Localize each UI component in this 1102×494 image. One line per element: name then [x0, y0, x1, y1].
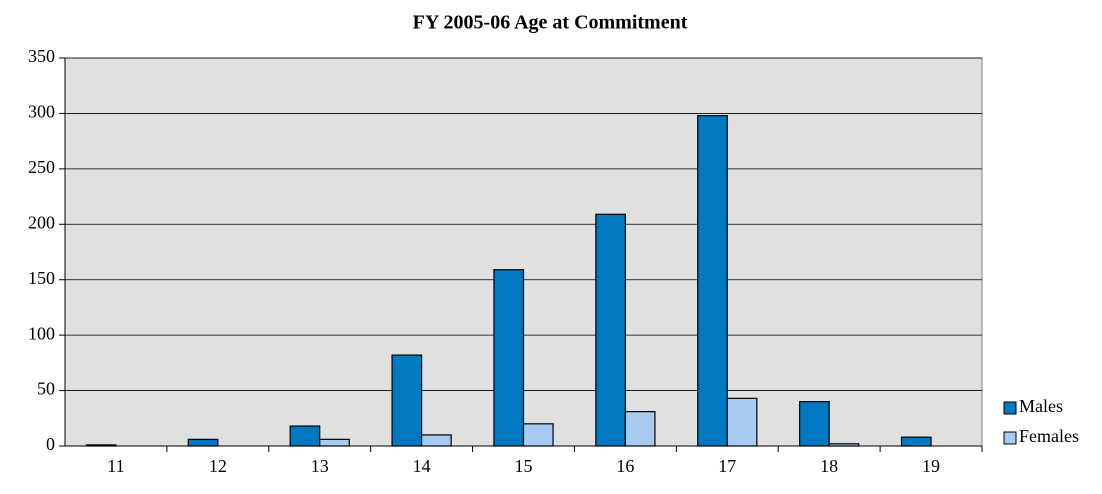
legend-swatch — [1003, 431, 1017, 445]
x-tick-label: 18 — [820, 456, 838, 476]
bar — [391, 354, 423, 447]
legend-label: Males — [1019, 396, 1063, 416]
x-tick-label: 17 — [718, 456, 736, 476]
bar — [289, 425, 321, 447]
bar — [522, 423, 554, 447]
bar — [187, 438, 219, 447]
y-tick-label: 0 — [46, 434, 55, 454]
bar — [900, 436, 932, 447]
y-tick-label: 250 — [28, 157, 55, 177]
y-tick-label: 150 — [28, 268, 55, 288]
x-tick-label: 16 — [616, 456, 634, 476]
bar — [319, 438, 350, 447]
bar — [85, 444, 117, 447]
legend-swatch — [1003, 401, 1017, 415]
x-tick-label: 14 — [413, 456, 431, 476]
y-tick-label: 350 — [28, 46, 55, 66]
bar — [624, 411, 656, 447]
x-tick-label: 13 — [311, 456, 329, 476]
chart-title: FY 2005-06 Age at Commitment — [413, 12, 688, 34]
bar — [828, 443, 860, 447]
bar — [421, 434, 452, 447]
bar — [799, 401, 830, 447]
y-tick-label: 100 — [28, 323, 55, 343]
bar — [493, 269, 525, 447]
x-tick-label: 19 — [922, 456, 940, 476]
y-tick-label: 50 — [37, 379, 55, 399]
bar — [726, 397, 758, 447]
y-tick-label: 300 — [28, 102, 55, 122]
bar — [697, 115, 728, 447]
x-tick-label: 15 — [515, 456, 533, 476]
x-tick-label: 11 — [107, 456, 124, 476]
legend-label: Females — [1019, 426, 1079, 446]
x-tick-label: 12 — [209, 456, 227, 476]
y-tick-label: 200 — [28, 212, 55, 232]
bar — [595, 213, 626, 447]
